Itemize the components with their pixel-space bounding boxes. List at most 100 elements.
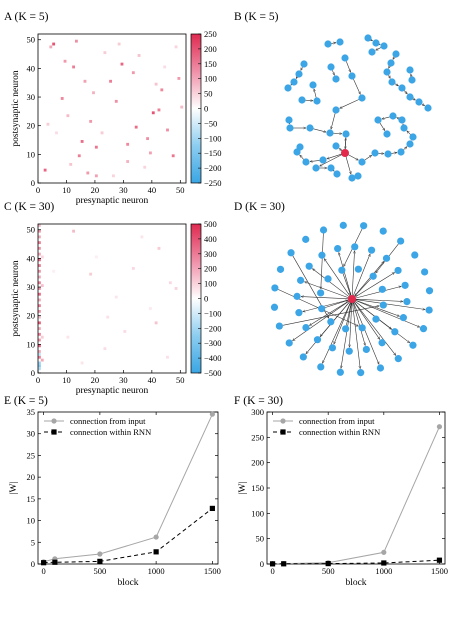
heatmap-cell xyxy=(38,269,41,273)
legend-label: connection within RNN xyxy=(70,427,151,437)
x-tick-label: 1500 xyxy=(204,566,221,576)
network-edge xyxy=(322,301,352,364)
heatmap-cell xyxy=(38,264,41,267)
network-edge xyxy=(349,301,353,347)
network-edge xyxy=(327,153,343,159)
heatmap-cell xyxy=(131,71,135,75)
network-node xyxy=(318,251,326,259)
network-node xyxy=(286,124,294,132)
x-tick-label: 500 xyxy=(94,566,107,576)
colorbar-tick-label: 500 xyxy=(204,219,217,229)
y-tick-label: 5 xyxy=(31,537,35,547)
network-edge xyxy=(332,70,334,75)
network-node xyxy=(333,170,341,178)
heatmap-cell xyxy=(123,330,127,333)
network-node xyxy=(336,368,344,376)
heatmap-cell xyxy=(166,355,169,359)
network-edge xyxy=(347,154,359,161)
network-node xyxy=(424,104,432,112)
network-edge xyxy=(376,47,382,51)
heatmap-cell xyxy=(38,298,41,302)
network-edge xyxy=(331,113,336,129)
heatmap-cell xyxy=(52,269,56,273)
x-tick-label: 1500 xyxy=(431,566,448,576)
network-node xyxy=(411,251,419,259)
series-line xyxy=(272,559,440,565)
network-edge xyxy=(354,300,409,343)
network-edge xyxy=(355,278,372,296)
colorbar-tick-label: 0 xyxy=(204,294,208,304)
y-tick-label: 30 xyxy=(27,92,36,102)
network-node xyxy=(421,268,429,276)
network-node xyxy=(419,325,428,333)
colorbar-tick-label: −200 xyxy=(204,163,222,173)
panel-title: F (K = 30) xyxy=(234,395,283,407)
network-edge xyxy=(321,233,324,289)
colorbar-tick-label: −400 xyxy=(204,353,222,363)
network-node xyxy=(342,130,350,138)
heatmap-cell xyxy=(137,54,141,57)
y-tick-label: 10 xyxy=(27,516,36,526)
y-tick-label: 300 xyxy=(251,407,264,417)
network-node xyxy=(378,339,386,347)
heatmap-cell xyxy=(140,235,144,239)
x-tick-label: 0 xyxy=(42,566,46,576)
y-axis-label: |W| xyxy=(9,482,19,495)
plot-frame xyxy=(37,33,187,184)
network-node xyxy=(376,364,385,372)
network-node xyxy=(394,355,402,363)
colorbar-tick-label: 300 xyxy=(204,249,217,259)
panel-title: D (K = 30) xyxy=(234,201,285,213)
heatmap-cell xyxy=(60,97,64,100)
legend-marker xyxy=(280,429,286,435)
heatmap-cell xyxy=(38,332,41,336)
heatmap-cell xyxy=(174,287,178,290)
heatmap-cell xyxy=(103,51,107,55)
network-edge xyxy=(341,301,352,368)
heatmap-cell xyxy=(55,131,58,135)
network-node xyxy=(348,72,356,80)
heatmap-cell xyxy=(168,281,172,285)
network-edge xyxy=(404,90,407,94)
colorbar-tick-label: −500 xyxy=(204,368,222,378)
heatmap-cell xyxy=(38,344,41,348)
data-point xyxy=(436,557,443,563)
colorbar-tick-label: 150 xyxy=(204,59,217,69)
panel-A: A (K = 5) 0 10 20 30 40 50 0 10 20 30 40 50 presynapt… xyxy=(4,11,222,206)
heatmap-cell xyxy=(149,307,152,310)
data-point xyxy=(52,559,58,565)
network-node xyxy=(391,328,399,336)
data-point xyxy=(381,560,387,566)
x-tick-label: 0 xyxy=(36,375,40,385)
heatmap-cell xyxy=(38,321,41,325)
network-node xyxy=(332,75,340,83)
heatmap-cell xyxy=(94,145,98,149)
network-edge xyxy=(303,299,350,312)
network-node xyxy=(398,84,406,92)
network-node xyxy=(399,314,407,322)
y-tick-label: 250 xyxy=(251,432,264,442)
network-edge xyxy=(300,66,303,70)
network-node xyxy=(302,235,310,243)
y-axis-label: postsynaptic neuron xyxy=(11,260,21,337)
heatmap-cell xyxy=(174,45,178,49)
network-edge xyxy=(296,77,297,79)
network-node xyxy=(406,93,414,101)
hub-node xyxy=(348,295,356,303)
network-node xyxy=(358,158,366,166)
heatmap-cell xyxy=(38,309,41,313)
network-node xyxy=(299,353,307,361)
network-edge xyxy=(394,84,399,86)
network-edge xyxy=(339,252,352,297)
y-tick-label: 50 xyxy=(27,225,36,235)
network-edge xyxy=(345,138,346,151)
data-point xyxy=(381,549,387,555)
network-node xyxy=(358,324,366,332)
heatmap-cell xyxy=(66,114,70,118)
network-node xyxy=(409,341,417,349)
legend-label: connection from input xyxy=(299,416,375,426)
network-node xyxy=(379,227,387,235)
network-edge xyxy=(312,269,350,298)
heatmap-cell xyxy=(40,335,44,339)
network-edge xyxy=(354,299,420,327)
